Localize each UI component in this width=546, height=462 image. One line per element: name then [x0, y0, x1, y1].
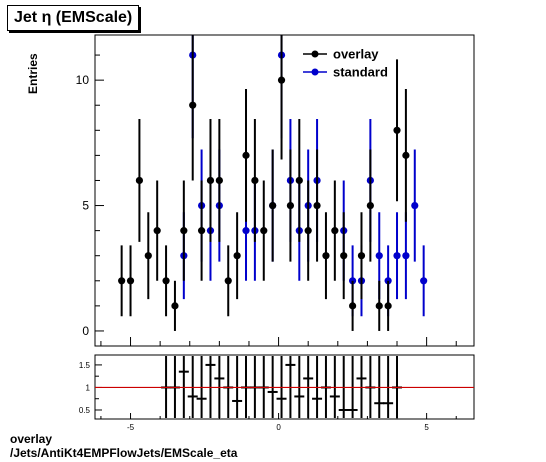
data-point [313, 201, 321, 210]
data-point [242, 151, 250, 159]
data-point [375, 302, 383, 310]
data-point [126, 277, 135, 285]
data-point [144, 252, 152, 260]
y-tick-label: 5 [82, 199, 89, 213]
data-point [180, 227, 188, 235]
data-point [224, 277, 232, 285]
series-standard [180, 35, 428, 317]
data-point [251, 176, 259, 185]
ratio-y-tick-label: 1 [86, 383, 91, 392]
data-point [375, 252, 383, 260]
data-point [269, 201, 277, 210]
data-point [233, 252, 241, 260]
data-point [304, 227, 312, 235]
data-point [411, 201, 419, 210]
ratio-x-tick-label: 0 [276, 423, 281, 432]
data-point [366, 201, 374, 210]
ratio-x-tick-label: 5 [424, 423, 429, 432]
main-plot: 0 5 10 [76, 35, 457, 346]
ratio-y-tick-label: 1.5 [79, 361, 91, 370]
y-tick-label: 10 [76, 73, 90, 87]
data-point [393, 126, 401, 134]
legend: overlay standard [303, 47, 388, 80]
data-point [135, 176, 144, 185]
data-point [295, 176, 303, 185]
data-point [286, 201, 295, 210]
ratio-x-tick-label: -5 [127, 423, 135, 432]
data-point [242, 227, 250, 235]
legend-label-overlay: overlay [333, 47, 379, 62]
data-point [277, 76, 286, 84]
data-point [349, 302, 357, 310]
data-point [215, 176, 223, 185]
legend-marker-standard [311, 68, 319, 76]
y-tick-label: 0 [82, 324, 89, 338]
data-point [206, 176, 215, 185]
legend-marker-overlay [311, 50, 319, 58]
data-point [340, 252, 348, 260]
data-point [171, 302, 179, 310]
data-point [322, 252, 330, 260]
chart-title: Jet η (EMScale) [7, 5, 140, 31]
data-point [420, 277, 428, 285]
data-point [402, 252, 410, 260]
data-point [357, 252, 366, 260]
data-point [331, 227, 339, 235]
footer-line-2: /Jets/AntiKt4EMPFlowJets/EMScale_eta [10, 446, 238, 460]
data-point [260, 227, 268, 235]
data-point [384, 302, 392, 310]
data-point [118, 277, 126, 285]
footer-line-1: overlay [10, 432, 53, 446]
main-plot-frame [94, 34, 475, 347]
data-point [153, 227, 161, 235]
legend-label-standard: standard [333, 65, 388, 80]
data-point [189, 101, 197, 109]
data-point [197, 227, 206, 235]
data-point [162, 277, 170, 285]
data-point [402, 151, 410, 159]
ratio-plot: 0.5 1 1.5 -5 0 5 [79, 356, 474, 432]
ratio-y-tick-label: 0.5 [79, 406, 91, 415]
series-overlay [118, 35, 410, 331]
data-point [393, 252, 401, 260]
